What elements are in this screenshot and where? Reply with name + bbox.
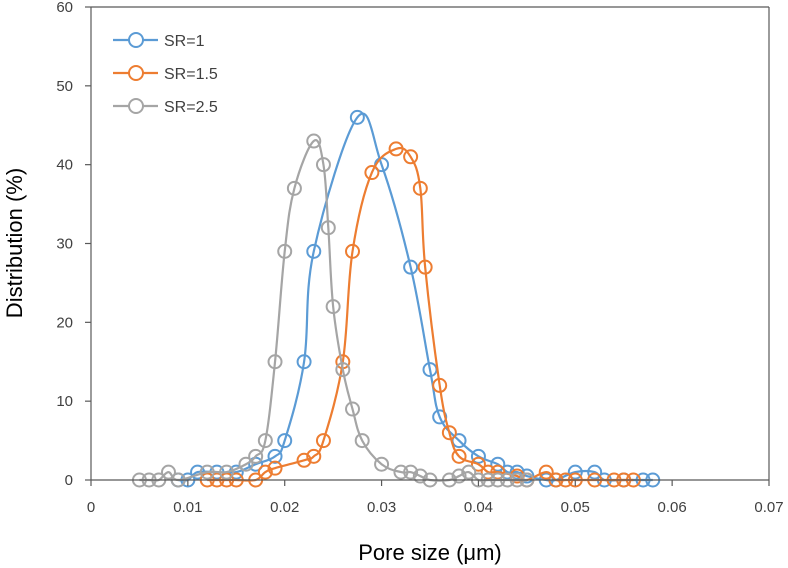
data-point-marker: [403, 259, 419, 275]
data-point-marker: [354, 433, 370, 449]
data-point-marker: [567, 464, 583, 480]
x-tick-label: 0.06: [658, 499, 687, 516]
y-tick-label: 20: [56, 314, 73, 331]
data-point-marker: [335, 362, 351, 378]
data-point-marker: [160, 464, 176, 480]
data-point-marker: [364, 165, 380, 181]
data-point-marker: [417, 259, 433, 275]
y-tick-label: 10: [56, 393, 73, 410]
axes: 0 0.01 0.02 0.03 0.04 0.05 0.06 0.07 0 10 20 30 40 5…: [56, 0, 783, 516]
data-point-marker: [470, 448, 486, 464]
y-tick-label: 40: [56, 157, 73, 174]
data-point-marker: [277, 243, 293, 259]
data-point-marker: [306, 133, 322, 149]
series-line: [178, 112, 653, 482]
data-point-marker: [296, 354, 312, 370]
data-point-marker: [199, 464, 215, 480]
legend-item: SR=2.5: [113, 98, 218, 116]
data-point-marker: [403, 149, 419, 165]
x-ticks: 0 0.01 0.02 0.03 0.04 0.05 0.06 0.07: [87, 480, 784, 516]
data-point-marker: [388, 141, 404, 157]
data-point-marker: [432, 377, 448, 393]
data-point-marker: [238, 456, 254, 472]
data-point-marker: [320, 220, 336, 236]
data-point-marker: [219, 464, 235, 480]
data-point-marker: [345, 401, 361, 417]
data-point-marker: [490, 464, 506, 480]
data-point-marker: [374, 456, 390, 472]
data-point-marker: [315, 433, 331, 449]
data-point-marker: [403, 464, 419, 480]
legend-marker-icon: [128, 65, 144, 81]
x-tick-label: 0.02: [270, 499, 299, 516]
data-point-marker: [470, 456, 486, 472]
data-point-marker: [286, 180, 302, 196]
data-point-marker: [306, 243, 322, 259]
legend-marker-icon: [128, 98, 144, 114]
series-line: [139, 139, 527, 482]
data-point-marker: [267, 448, 283, 464]
data-point-marker: [441, 425, 457, 441]
data-point-marker: [306, 448, 322, 464]
y-axis-title: Distribution (%): [2, 168, 27, 318]
legend: SR=1 SR=1.5 SR=2.5: [113, 32, 218, 116]
x-tick-label: 0.01: [173, 499, 202, 516]
legend-item: SR=1: [113, 32, 205, 50]
data-point-marker: [248, 448, 264, 464]
y-ticks: 0 10 20 30 40 50 60: [56, 0, 91, 489]
data-point-marker: [325, 299, 341, 315]
y-tick-label: 50: [56, 78, 73, 95]
data-point-marker: [461, 464, 477, 480]
data-point-marker: [296, 452, 312, 468]
y-tick-label: 0: [65, 472, 73, 489]
y-tick-label: 30: [56, 236, 73, 253]
y-tick-label: 60: [56, 0, 73, 16]
data-point-marker: [257, 433, 273, 449]
series-sr-2-5: [131, 133, 535, 488]
data-point-marker: [257, 464, 273, 480]
data-point-marker: [490, 456, 506, 472]
data-point-marker: [345, 243, 361, 259]
x-tick-label: 0.04: [464, 499, 493, 516]
data-point-marker: [393, 464, 409, 480]
legend-label: SR=1.5: [164, 66, 218, 83]
legend-label: SR=1: [164, 33, 205, 50]
x-tick-label: 0.07: [754, 499, 783, 516]
data-point-marker: [451, 448, 467, 464]
data-point-marker: [349, 109, 365, 125]
legend-item: SR=1.5: [113, 65, 218, 83]
data-point-marker: [277, 433, 293, 449]
data-point-marker: [509, 464, 525, 480]
data-point-marker: [480, 464, 496, 480]
data-point-marker: [587, 464, 603, 480]
data-point-marker: [519, 468, 535, 484]
legend-marker-icon: [128, 32, 144, 48]
legend-label: SR=2.5: [164, 99, 218, 116]
x-tick-label: 0.05: [561, 499, 590, 516]
data-point-marker: [267, 460, 283, 476]
x-tick-label: 0: [87, 499, 95, 516]
data-point-marker: [412, 468, 428, 484]
data-point-marker: [267, 354, 283, 370]
data-point-marker: [412, 180, 428, 196]
data-point-marker: [451, 468, 467, 484]
data-point-marker: [509, 468, 525, 484]
data-point-marker: [315, 157, 331, 173]
x-axis-title: Pore size (μm): [358, 540, 501, 565]
x-tick-label: 0.03: [367, 499, 396, 516]
plot-series: [131, 109, 661, 488]
data-point-marker: [538, 464, 554, 480]
